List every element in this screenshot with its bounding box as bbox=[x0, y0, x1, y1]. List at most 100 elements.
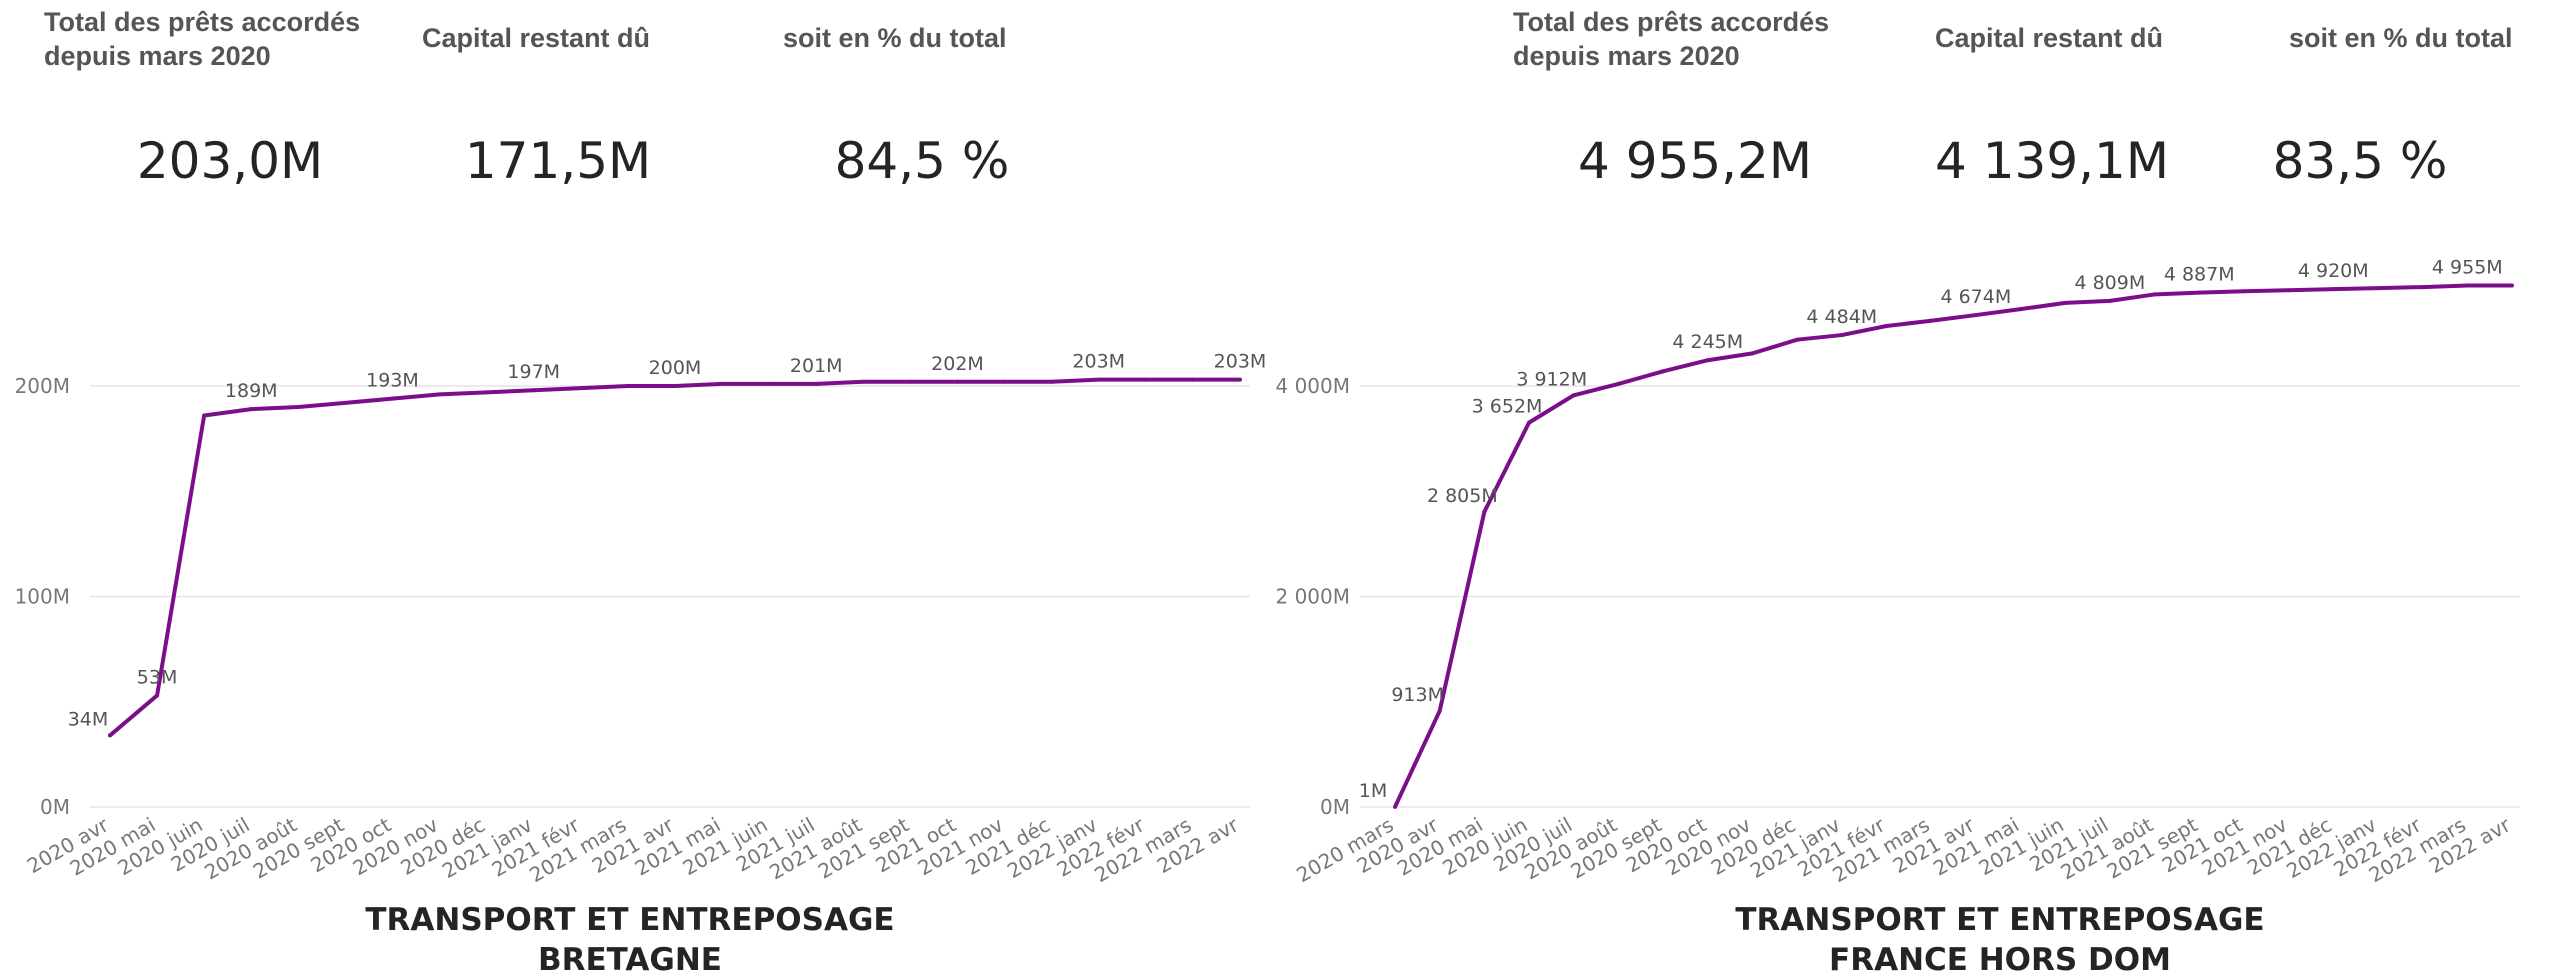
kpi-percent-value: 84,5 % bbox=[834, 132, 1010, 190]
data-point bbox=[673, 384, 677, 388]
data-point bbox=[531, 388, 536, 393]
kpi-total-value-right: 4 955,2M bbox=[1578, 132, 1812, 190]
data-point bbox=[1571, 393, 1576, 398]
data-point bbox=[2063, 300, 2068, 305]
data-label: 203M bbox=[1214, 351, 1267, 373]
kpi-total-label-right: Total des prêts accordés depuis mars 202… bbox=[1513, 5, 1829, 73]
data-point bbox=[2152, 292, 2157, 297]
data-point bbox=[1705, 358, 1710, 363]
data-point bbox=[861, 379, 866, 384]
data-label: 3 912M bbox=[1516, 368, 1587, 390]
data-point bbox=[484, 390, 489, 395]
data-point bbox=[155, 693, 160, 698]
data-label: 4 920M bbox=[2298, 260, 2369, 282]
chart-title-france-line2: FRANCE HORS DOM bbox=[1829, 942, 2171, 978]
data-label: 202M bbox=[931, 353, 984, 375]
data-point bbox=[908, 379, 913, 384]
data-point bbox=[249, 407, 254, 412]
kpi-total-label-line2: depuis mars 2020 bbox=[44, 41, 271, 71]
y-tick-label: 0M bbox=[40, 795, 70, 819]
chart-title-bretagne-line1: TRANSPORT ET ENTREPOSAGE bbox=[365, 902, 895, 938]
data-point bbox=[202, 413, 207, 418]
data-label: 4 809M bbox=[2074, 272, 2145, 294]
data-point bbox=[1661, 369, 1666, 374]
data-point bbox=[2510, 283, 2514, 288]
data-label: 913M bbox=[1391, 684, 1444, 706]
data-point bbox=[767, 381, 772, 386]
data-label: 2 805M bbox=[1427, 485, 1498, 507]
data-label: 4 674M bbox=[1940, 286, 2011, 308]
kpi-percent-value-right: 83,5 % bbox=[2272, 132, 2448, 190]
y-tick-label: 0M bbox=[1320, 795, 1350, 819]
data-point bbox=[1616, 381, 1621, 386]
y-tick-label: 4 000M bbox=[1275, 374, 1350, 398]
kpi-total-label-right-line2: depuis mars 2020 bbox=[1513, 41, 1740, 71]
data-point bbox=[1527, 420, 1532, 425]
line-chart-france: 0M 2 000M 4 000M 1M 913M 2 805M 3 652M 3 912M 4 … bbox=[1275, 256, 2520, 887]
data-point bbox=[1049, 379, 1054, 384]
data-point bbox=[2375, 286, 2380, 291]
series-line bbox=[1393, 283, 2512, 808]
kpi-capital-label: Capital restant dû bbox=[422, 23, 651, 53]
data-label: 4 245M bbox=[1672, 331, 1743, 353]
data-label: 193M bbox=[366, 370, 419, 392]
kpi-percent-label: soit en % du total bbox=[783, 23, 1007, 53]
data-point bbox=[108, 733, 112, 738]
kpi-capital-value-right: 4 139,1M bbox=[1935, 132, 2169, 190]
data-point bbox=[1143, 377, 1148, 382]
data-point bbox=[1190, 377, 1195, 382]
data-point bbox=[437, 392, 442, 397]
chart-title-bretagne: TRANSPORT ET ENTREPOSAGE BRETAGNE bbox=[250, 900, 1010, 980]
data-point bbox=[955, 379, 960, 384]
data-point bbox=[1750, 351, 1755, 356]
data-point bbox=[1884, 324, 1889, 329]
kpi-percent-label-right: soit en % du total bbox=[2289, 23, 2513, 53]
kpi-total-label-line1: Total des prêts accordés bbox=[44, 7, 361, 37]
data-label: 4 484M bbox=[1806, 306, 1877, 328]
data-point bbox=[2286, 288, 2291, 293]
data-point bbox=[720, 381, 725, 386]
data-label: 201M bbox=[790, 355, 843, 377]
kpi-capital-value: 171,5M bbox=[464, 132, 652, 190]
data-point bbox=[2197, 290, 2202, 295]
y-tick-label: 100M bbox=[15, 585, 70, 609]
y-tick-label: 2 000M bbox=[1275, 585, 1350, 609]
data-point bbox=[296, 405, 301, 410]
data-point bbox=[2018, 307, 2023, 312]
data-point bbox=[2465, 283, 2470, 288]
data-point bbox=[2420, 285, 2425, 290]
chart-title-bretagne-line2: BRETAGNE bbox=[538, 942, 722, 978]
data-point bbox=[1096, 377, 1101, 382]
data-point bbox=[1973, 313, 1978, 318]
data-point bbox=[2331, 287, 2336, 292]
data-label: 197M bbox=[507, 361, 560, 383]
data-point bbox=[1929, 318, 1934, 323]
kpi-capital-label-right: Capital restant dû bbox=[1935, 23, 2164, 53]
data-point bbox=[2107, 298, 2112, 303]
data-point bbox=[625, 384, 630, 388]
data-label: 189M bbox=[225, 380, 278, 402]
data-label: 4 887M bbox=[2164, 264, 2235, 286]
data-point bbox=[578, 386, 583, 391]
data-point bbox=[390, 396, 395, 401]
chart-title-france-line1: TRANSPORT ET ENTREPOSAGE bbox=[1735, 902, 2265, 938]
data-point bbox=[1795, 337, 1800, 342]
data-point bbox=[343, 400, 348, 405]
kpi-total-label-right-line1: Total des prêts accordés bbox=[1513, 7, 1830, 37]
data-point bbox=[1238, 377, 1242, 382]
data-point bbox=[1839, 333, 1844, 338]
kpi-total-label: Total des prêts accordés depuis mars 202… bbox=[44, 5, 360, 73]
kpi-total-value: 203,0M bbox=[136, 132, 324, 190]
data-point bbox=[1482, 509, 1487, 514]
data-point bbox=[2241, 289, 2246, 294]
data-label: 1M bbox=[1359, 780, 1387, 802]
data-label: 3 652M bbox=[1472, 396, 1543, 418]
data-label: 200M bbox=[649, 357, 702, 379]
chart-title-france: TRANSPORT ET ENTREPOSAGE FRANCE HORS DOM bbox=[1620, 900, 2380, 980]
data-point bbox=[1393, 804, 1397, 809]
line-chart-bretagne: 0M 100M 200M 34M 53M 189M 193M 197M 200M 201M 202M… bbox=[15, 351, 1267, 887]
data-point bbox=[814, 381, 819, 386]
y-tick-label: 200M bbox=[15, 374, 70, 398]
data-label: 4 955M bbox=[2432, 256, 2503, 278]
data-point bbox=[1437, 708, 1442, 713]
